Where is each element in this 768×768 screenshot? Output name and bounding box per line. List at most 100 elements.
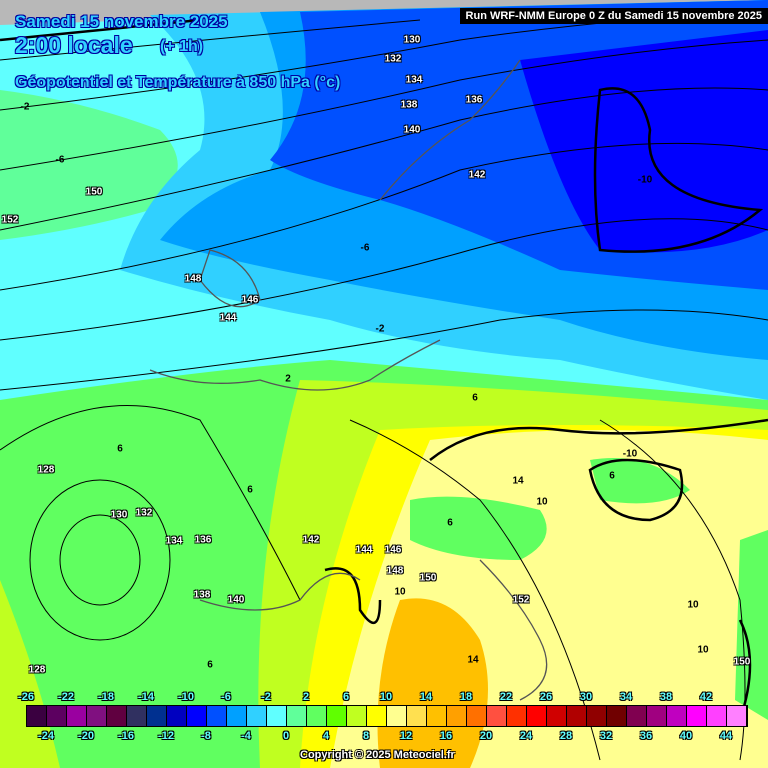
color-swatch — [427, 706, 447, 726]
color-swatch — [47, 706, 67, 726]
contour-label: 128 — [37, 464, 55, 476]
scale-label-top: -6 — [221, 691, 231, 703]
contour-label: 148 — [386, 565, 404, 577]
coastlines — [149, 59, 548, 701]
color-swatch — [67, 706, 87, 726]
color-swatch — [167, 706, 187, 726]
scale-label-top: 10 — [379, 691, 393, 703]
color-swatch — [567, 706, 587, 726]
color-swatch — [107, 706, 127, 726]
color-swatch — [87, 706, 107, 726]
color-swatch — [547, 706, 567, 726]
scale-label-bottom: 36 — [639, 730, 653, 742]
color-swatch — [647, 706, 667, 726]
color-swatch — [207, 706, 227, 726]
scale-label-bottom: 12 — [399, 730, 413, 742]
contour-label: 6 — [247, 484, 253, 496]
contour-label: 132 — [384, 53, 402, 65]
color-swatch — [387, 706, 407, 726]
scale-label-bottom: 40 — [679, 730, 693, 742]
color-scale-bar — [26, 705, 748, 727]
contour-label: 136 — [194, 534, 212, 546]
contour-label: 2 — [285, 373, 291, 385]
temp-zone-carpathian-green — [590, 458, 690, 504]
time-title: 2:00 locale — [15, 32, 133, 58]
color-swatch — [247, 706, 267, 726]
contour-label: 10 — [697, 644, 709, 656]
scale-label-bottom: -8 — [201, 730, 211, 742]
contour-label: 138 — [400, 99, 418, 111]
contour-label: -10 — [622, 448, 638, 460]
temp-zone-lime-east — [735, 530, 768, 720]
contour-label: 142 — [302, 534, 320, 546]
date-title: Samedi 15 novembre 2025 — [15, 12, 228, 31]
color-swatch — [587, 706, 607, 726]
scale-label-top: 2 — [302, 691, 310, 703]
contour-label: 10 — [536, 496, 548, 508]
color-swatch — [367, 706, 387, 726]
contour-label: -6 — [55, 154, 65, 166]
scale-label-top: -22 — [58, 691, 74, 703]
scale-label-bottom: 20 — [479, 730, 493, 742]
scale-label-bottom: -24 — [38, 730, 54, 742]
color-swatch — [467, 706, 487, 726]
scale-label-top: 42 — [699, 691, 713, 703]
scale-label-bottom: 44 — [719, 730, 733, 742]
color-swatch — [667, 706, 687, 726]
contour-label: -10 — [637, 174, 653, 186]
scale-label-top: 18 — [459, 691, 473, 703]
scale-label-top: 38 — [659, 691, 673, 703]
copyright: Copyright © 2025 Meteociel.fr — [300, 749, 455, 761]
scale-label-bottom: -20 — [78, 730, 94, 742]
scale-label-top: 34 — [619, 691, 633, 703]
scale-label-bottom: -16 — [118, 730, 134, 742]
color-swatch — [507, 706, 527, 726]
contour-label: 132 — [135, 507, 153, 519]
contour-label: -6 — [360, 242, 370, 254]
temp-zone-alps-green — [410, 496, 547, 560]
scale-label-top: -10 — [178, 691, 194, 703]
contour-label: 146 — [241, 294, 259, 306]
contour-label: -2 — [375, 323, 385, 335]
color-swatch — [687, 706, 707, 726]
contour-label: 142 — [468, 169, 486, 181]
scale-label-top: 30 — [579, 691, 593, 703]
contour-label: 128 — [28, 664, 46, 676]
contour-label: 6 — [609, 470, 615, 482]
contour-label: 6 — [207, 659, 213, 671]
contour-label: 14 — [512, 475, 524, 487]
color-swatch — [147, 706, 167, 726]
contour-label: 150 — [419, 572, 437, 584]
color-swatch — [527, 706, 547, 726]
scale-label-bottom: 28 — [559, 730, 573, 742]
contour-label: 136 — [465, 94, 483, 106]
scale-label-top: 26 — [539, 691, 553, 703]
color-swatch — [227, 706, 247, 726]
contour-label: 14 — [467, 654, 479, 666]
contour-label: 130 — [110, 509, 128, 521]
scale-label-bottom: 8 — [362, 730, 370, 742]
color-swatch — [307, 706, 327, 726]
scale-label-bottom: -4 — [241, 730, 251, 742]
contour-label: 10 — [687, 599, 699, 611]
contour-label: 146 — [384, 544, 402, 556]
contour-label: 134 — [405, 74, 423, 86]
color-swatch — [287, 706, 307, 726]
scale-label-top: -18 — [98, 691, 114, 703]
temp-zone-darkblue — [520, 30, 768, 253]
contour-label: 10 — [394, 586, 406, 598]
scale-label-top: -26 — [18, 691, 34, 703]
scale-label-bottom: 0 — [282, 730, 290, 742]
scale-label-bottom: 4 — [322, 730, 330, 742]
contour-label: 6 — [117, 443, 123, 455]
color-swatch — [607, 706, 627, 726]
scale-label-top: 22 — [499, 691, 513, 703]
contour-label: 6 — [447, 517, 453, 529]
color-swatch — [407, 706, 427, 726]
contour-label: 138 — [193, 589, 211, 601]
color-swatch — [27, 706, 47, 726]
contour-label: 134 — [165, 535, 183, 547]
scale-label-bottom: 16 — [439, 730, 453, 742]
color-swatch — [187, 706, 207, 726]
